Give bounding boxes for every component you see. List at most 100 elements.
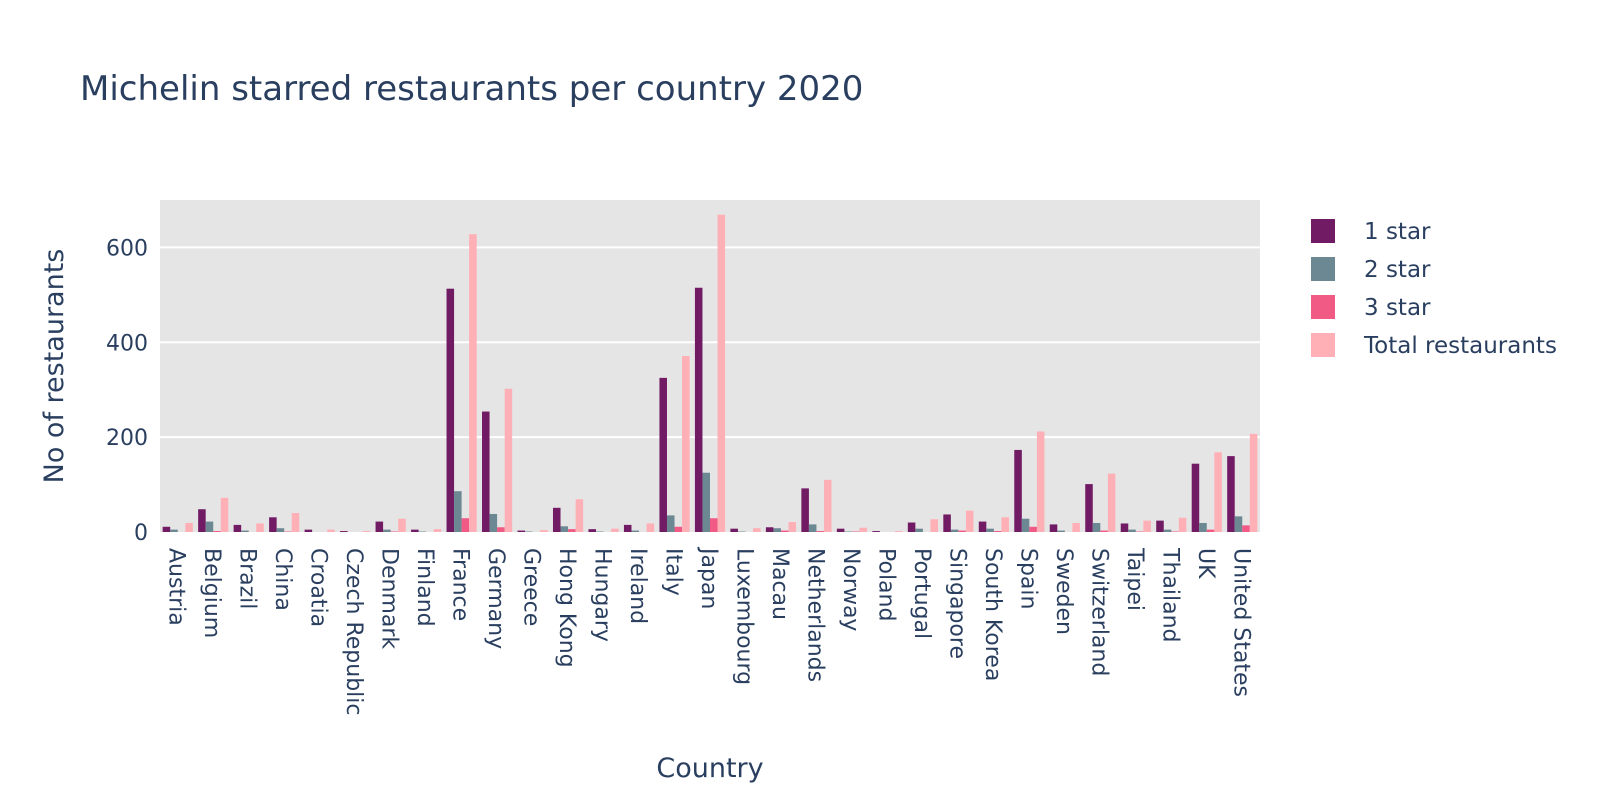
x-tick-label: United States	[1228, 548, 1253, 697]
x-tick-label: Portugal	[909, 548, 934, 639]
x-tick-label: Poland	[873, 548, 898, 621]
bar-1-star-portugal	[907, 522, 916, 532]
bar-2-star-italy	[666, 515, 675, 532]
bar-total-restaurants-norway	[859, 527, 868, 532]
x-tick-label: Brazil	[235, 548, 260, 609]
bar-total-restaurants-south-korea	[1001, 517, 1009, 532]
legend-label: Total restaurants	[1363, 333, 1557, 359]
bar-2-star-uk	[1199, 522, 1207, 532]
bar-3-star-italy	[674, 526, 683, 532]
bar-3-star-uk	[1206, 529, 1215, 532]
x-tick-label: Germany	[483, 548, 508, 649]
bar-total-restaurants-luxembourg	[753, 528, 761, 532]
bar-3-star-macau	[780, 530, 789, 532]
bar-1-star-thailand	[1156, 520, 1164, 532]
legend: 1 star 2 star 3 star Total restaurants	[1311, 219, 1557, 359]
bar-2-star-ireland	[631, 530, 640, 532]
bar-2-star-belgium	[205, 521, 214, 532]
bar-1-star-netherlands	[801, 488, 809, 532]
bar-total-restaurants-portugal	[930, 519, 938, 532]
bar-2-star-china	[276, 528, 285, 532]
legend-label: 2 star	[1364, 257, 1431, 283]
bar-1-star-singapore	[943, 514, 951, 532]
bar-total-restaurants-germany	[504, 388, 513, 532]
bar-1-star-taipei	[1120, 523, 1129, 532]
x-tick-label: Japan	[696, 546, 721, 609]
bar-total-restaurants-hong-kong	[575, 499, 584, 532]
bar-1-star-austria	[162, 526, 171, 532]
bar-total-restaurants-japan	[717, 214, 726, 532]
bar-total-restaurants-spain	[1036, 431, 1045, 532]
bar-2-star-taipei	[1128, 529, 1136, 532]
bar-2-star-netherlands	[808, 524, 817, 532]
legend-swatch	[1311, 333, 1335, 357]
x-tick-label: Hungary	[590, 548, 615, 642]
x-tick-label: Denmark	[377, 548, 402, 649]
bar-2-star-thailand	[1163, 529, 1172, 532]
bar-total-restaurants-hungary	[611, 528, 619, 532]
legend-swatch	[1311, 219, 1335, 243]
bar-2-star-singapore	[950, 529, 959, 532]
x-tick-label: UK	[1193, 548, 1218, 579]
bar-1-star-italy	[659, 377, 667, 532]
bar-3-star-spain	[1029, 526, 1037, 532]
bar-1-star-hungary	[588, 529, 597, 532]
bar-total-restaurants-denmark	[398, 518, 406, 532]
bar-total-restaurants-brazil	[256, 523, 264, 532]
bar-2-star-sweden	[1057, 530, 1065, 532]
bar-3-star-hong-kong	[568, 529, 576, 532]
bar-1-star-switzerland	[1085, 484, 1093, 532]
bar-total-restaurants-finland	[433, 529, 442, 532]
bar-total-restaurants-croatia	[327, 529, 335, 532]
bar-1-star-united-states	[1227, 456, 1235, 532]
x-tick-label: Belgium	[199, 548, 224, 638]
x-tick-label: Greece	[519, 548, 544, 626]
bar-1-star-croatia	[304, 529, 313, 532]
bar-2-star-brazil	[241, 530, 249, 532]
y-tick-label: 200	[106, 426, 148, 451]
x-tick-label: Spain	[1015, 548, 1040, 609]
legend-label: 1 star	[1364, 219, 1431, 245]
x-tick-label: Thailand	[1157, 547, 1182, 642]
bar-2-star-hong-kong	[560, 526, 569, 532]
bar-3-star-switzerland	[1100, 530, 1108, 532]
x-tick-label: Norway	[838, 548, 863, 631]
x-tick-label: South Korea	[980, 548, 1005, 681]
bar-3-star-france	[461, 518, 470, 532]
bar-1-star-finland	[411, 529, 419, 532]
bar-3-star-japan	[710, 518, 718, 532]
bar-total-restaurants-switzerland	[1107, 473, 1116, 532]
bar-2-star-austria	[170, 529, 178, 532]
bar-3-star-belgium	[213, 531, 221, 532]
bar-3-star-netherlands	[816, 531, 824, 532]
bar-1-star-china	[269, 517, 277, 532]
bar-1-star-japan	[694, 287, 703, 532]
x-tick-label: Ireland	[625, 548, 650, 624]
x-tick-label: Singapore	[944, 548, 969, 659]
bar-2-star-spain	[1021, 518, 1030, 532]
bar-2-star-south-korea	[986, 528, 994, 532]
x-tick-label: Switzerland	[1086, 548, 1111, 676]
bar-1-star-spain	[1014, 449, 1022, 532]
bar-total-restaurants-china	[291, 513, 300, 532]
gridlines	[160, 246, 1260, 439]
y-tick-label: 400	[106, 331, 148, 356]
bars	[162, 214, 1258, 532]
bar-2-star-portugal	[915, 528, 923, 532]
bar-total-restaurants-france	[469, 234, 477, 532]
bar-1-star-sweden	[1049, 524, 1058, 532]
bar-total-restaurants-greece	[540, 530, 548, 532]
bar-total-restaurants-thailand	[1178, 517, 1187, 532]
bar-1-star-brazil	[233, 524, 242, 532]
bar-3-star-south-korea	[993, 531, 1002, 532]
bar-1-star-poland	[872, 531, 880, 532]
bar-2-star-united-states	[1234, 516, 1243, 532]
x-tick-label: China	[270, 548, 295, 611]
x-tick-label: Sweden	[1051, 548, 1076, 635]
bar-total-restaurants-netherlands	[823, 479, 832, 532]
x-tick-label: Hong Kong	[554, 548, 579, 668]
bar-total-restaurants-singapore	[965, 510, 974, 532]
bar-total-restaurants-sweden	[1072, 522, 1080, 532]
bar-total-restaurants-belgium	[220, 497, 229, 532]
